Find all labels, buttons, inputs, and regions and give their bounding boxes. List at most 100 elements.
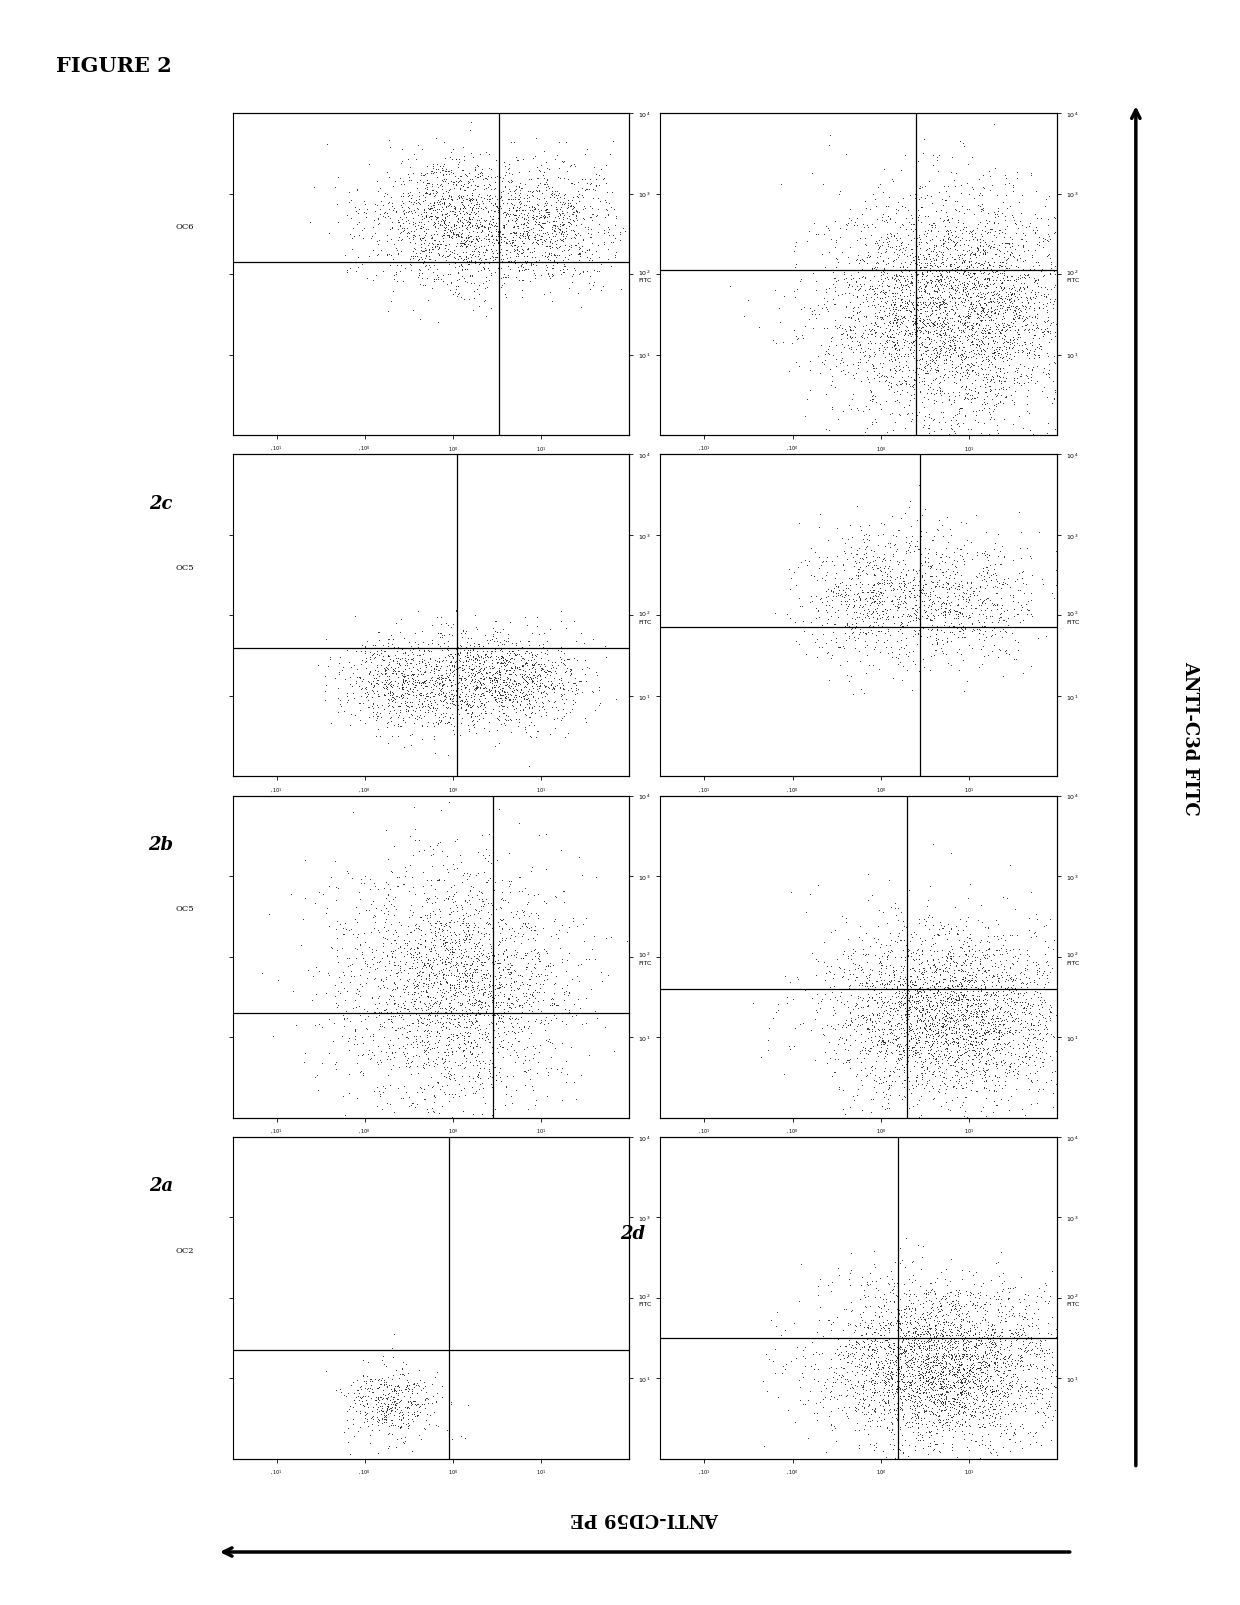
Point <box>946 231 966 257</box>
Point <box>928 615 947 640</box>
Point <box>883 645 903 671</box>
Point <box>1024 982 1044 1008</box>
Point <box>851 984 870 1010</box>
Point <box>544 209 564 234</box>
Point <box>490 637 510 663</box>
Point <box>935 363 955 388</box>
Point <box>887 247 906 273</box>
Point <box>986 982 1006 1008</box>
Point <box>923 284 942 310</box>
Point <box>455 995 475 1021</box>
Point <box>361 226 381 252</box>
Point <box>1039 1337 1059 1363</box>
Point <box>972 368 992 393</box>
Point <box>856 974 875 1000</box>
Point <box>916 246 936 271</box>
Point <box>988 1339 1008 1364</box>
Point <box>427 1024 446 1050</box>
Point <box>996 1343 1016 1369</box>
Point <box>521 648 541 674</box>
Point <box>880 310 900 335</box>
Point <box>890 303 910 329</box>
Point <box>477 961 497 987</box>
Point <box>507 1043 527 1069</box>
Point <box>443 899 463 924</box>
Point <box>916 1018 936 1043</box>
Point <box>487 215 507 241</box>
Point <box>947 921 967 947</box>
Point <box>797 258 817 284</box>
Point <box>1035 194 1055 220</box>
Point <box>403 225 423 250</box>
Point <box>394 202 414 228</box>
Point <box>1045 573 1065 599</box>
Point <box>430 173 450 199</box>
Point <box>906 1030 926 1056</box>
Point <box>877 562 897 587</box>
Point <box>925 976 945 1002</box>
Point <box>901 1388 921 1414</box>
Point <box>935 297 955 323</box>
Point <box>985 242 1004 268</box>
Point <box>923 554 942 579</box>
Point <box>916 254 936 279</box>
Point <box>968 1366 988 1392</box>
Point <box>410 228 430 254</box>
Point <box>836 597 856 623</box>
Point <box>558 188 578 213</box>
Point <box>784 985 804 1011</box>
Point <box>1034 310 1054 335</box>
Point <box>955 1409 975 1435</box>
Point <box>470 1002 490 1027</box>
Point <box>417 950 436 976</box>
Point <box>843 1335 863 1361</box>
Point <box>407 1404 427 1430</box>
Point <box>884 334 904 360</box>
Point <box>1027 355 1047 380</box>
Point <box>544 706 564 732</box>
Point <box>1016 1337 1035 1363</box>
Point <box>990 949 1009 974</box>
Point <box>889 1396 909 1422</box>
Point <box>861 1369 880 1395</box>
Point <box>470 645 490 671</box>
Point <box>583 273 603 299</box>
Point <box>394 931 414 957</box>
Point <box>910 326 930 351</box>
Point <box>402 1392 422 1417</box>
Point <box>957 284 977 310</box>
Point <box>547 921 567 947</box>
Point <box>904 1331 924 1356</box>
Point <box>346 995 366 1021</box>
Point <box>487 231 507 257</box>
Point <box>911 1411 931 1436</box>
Point <box>935 188 955 213</box>
Point <box>934 310 954 335</box>
Point <box>513 217 533 242</box>
Point <box>1007 1350 1027 1375</box>
Point <box>382 684 402 709</box>
Point <box>476 226 496 252</box>
Point <box>898 973 918 998</box>
Point <box>517 244 537 270</box>
Point <box>945 1292 965 1318</box>
Point <box>465 703 485 729</box>
Point <box>381 1372 401 1398</box>
Point <box>477 628 497 653</box>
Point <box>946 1305 966 1331</box>
Point <box>918 416 937 441</box>
Point <box>420 674 440 700</box>
Point <box>817 1013 837 1038</box>
Point <box>573 260 593 286</box>
Point <box>939 1045 959 1071</box>
Point <box>863 539 883 565</box>
Point <box>868 523 888 549</box>
Point <box>444 655 464 681</box>
Point <box>874 1029 894 1054</box>
Point <box>517 669 537 695</box>
Point <box>848 953 868 979</box>
Point <box>456 689 476 714</box>
Point <box>366 191 386 217</box>
Point <box>423 945 443 971</box>
Point <box>890 1334 910 1359</box>
